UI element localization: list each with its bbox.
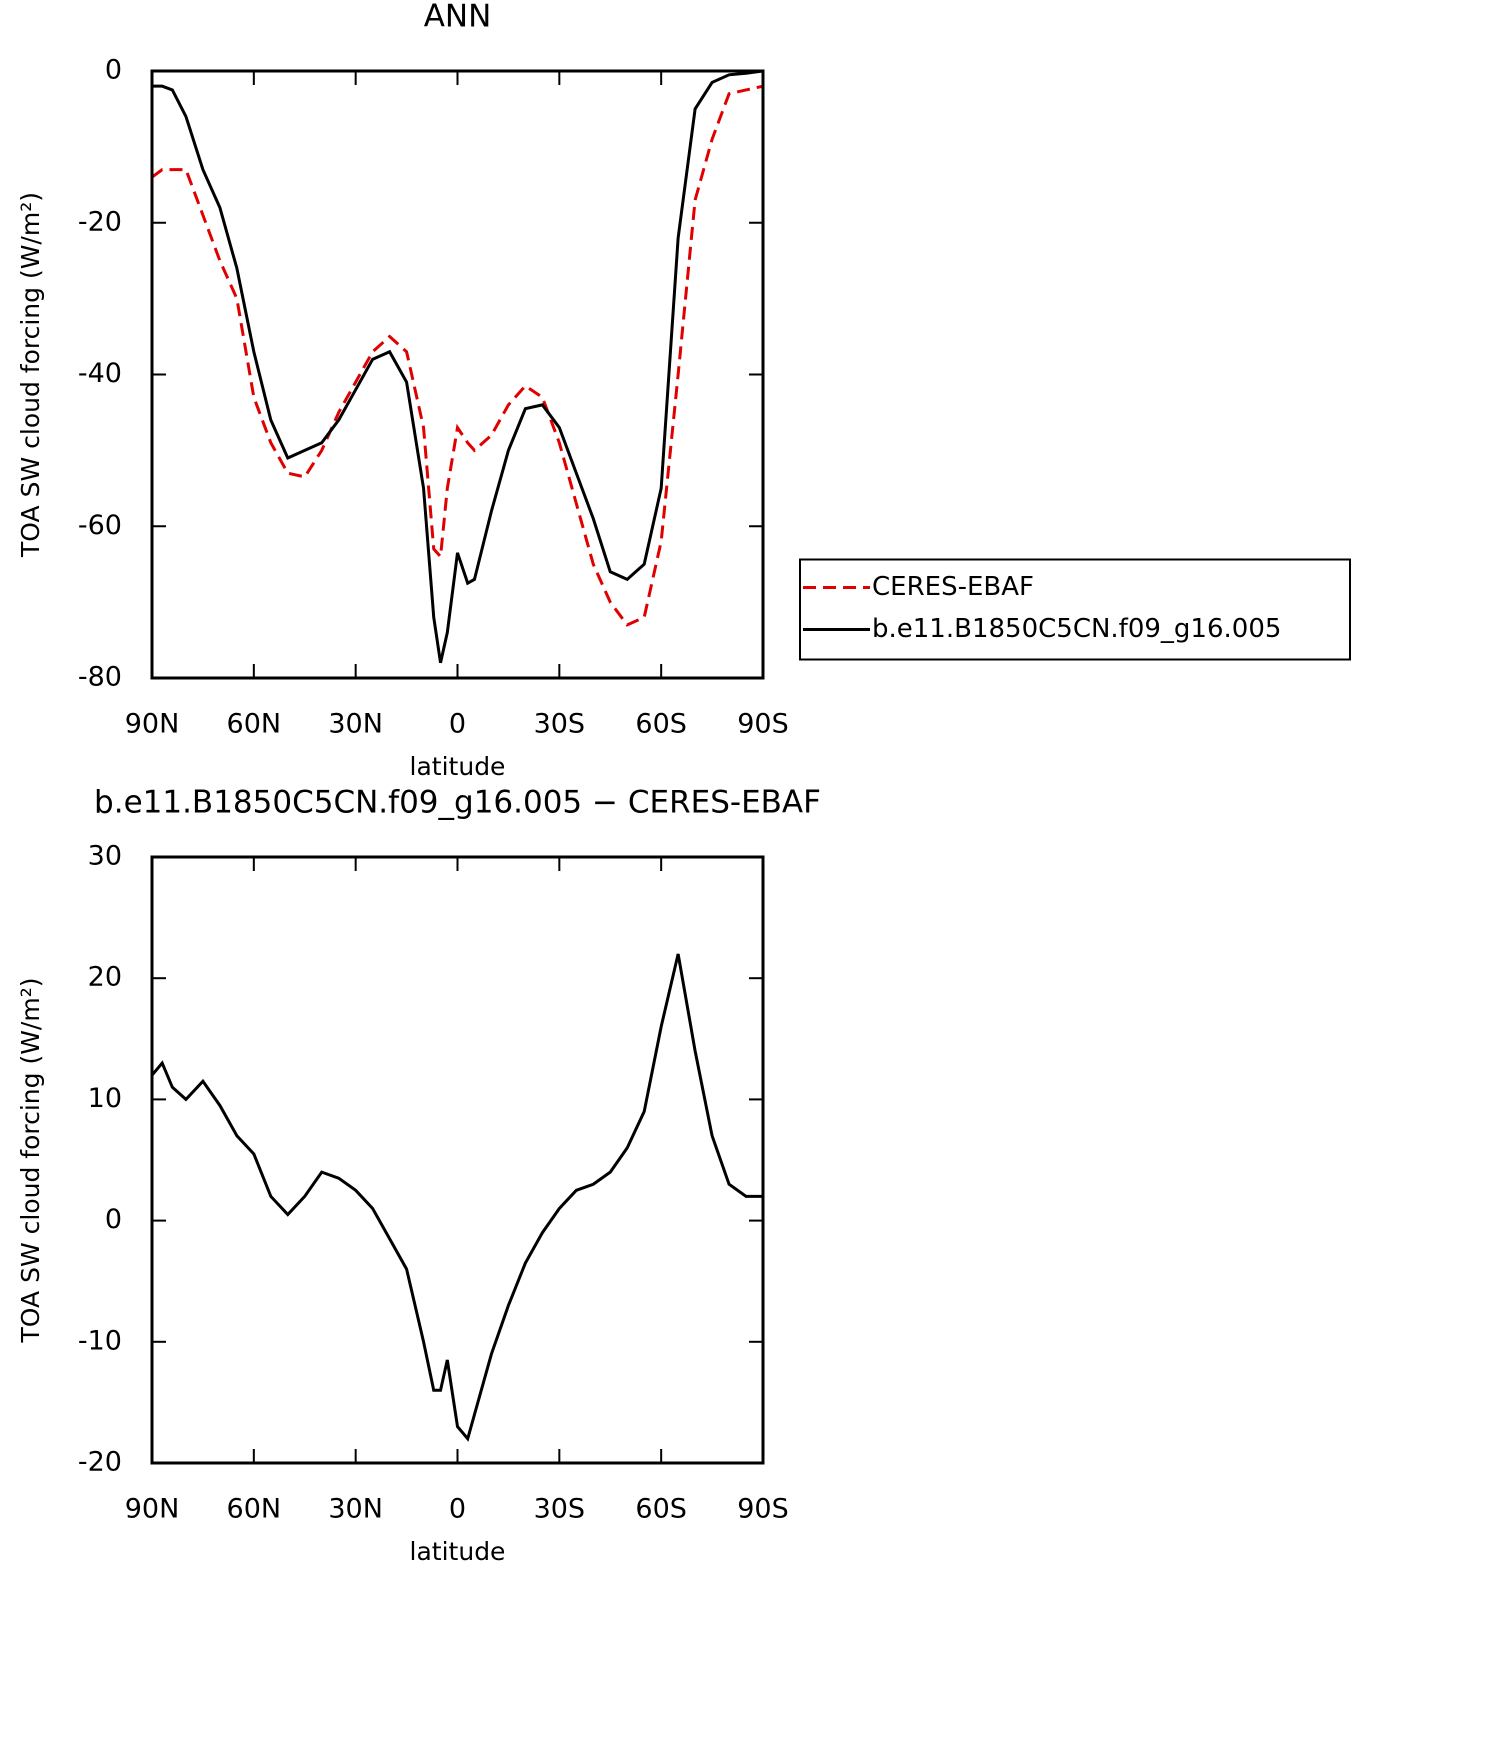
y-tick-label: -20 [78,206,122,237]
y-tick-label: -80 [78,662,122,693]
y-tick-label: -60 [78,510,122,541]
y-tick-label: 0 [105,55,122,86]
y-tick-label: -10 [78,1325,122,1356]
x-tick-label: 60S [635,1494,687,1525]
legend-label: CERES-EBAF [872,572,1034,602]
data-line [150,953,763,1442]
x-tick-label: 90N [125,709,180,740]
x-axis-label: latitude [410,752,506,781]
x-tick-label: 60S [635,709,687,740]
y-tick-label: 0 [105,1204,122,1235]
x-tick-label: 30S [534,1494,586,1525]
x-tick-label: 30N [328,709,383,740]
x-tick-label: 60N [227,709,282,740]
legend-box [799,558,1351,661]
x-tick-label: 90N [125,1494,180,1525]
x-tick-label: 30S [534,709,586,740]
y-tick-label: 30 [88,841,122,872]
plot-frame [150,855,765,1465]
chart-title: b.e11.B1850C5CN.f09_g16.005 − CERES-EBAF [94,785,821,821]
chart-title: ANN [424,0,492,35]
plot-frame [150,69,765,680]
x-axis-label: latitude [410,1537,506,1566]
data-line [151,84,764,627]
y-axis-label: TOA SW cloud forcing (W/m²) [16,192,45,558]
y-axis-label: TOA SW cloud forcing (W/m²) [16,978,45,1344]
x-tick-label: 30N [328,1494,383,1525]
legend-label: b.e11.B1850C5CN.f09_g16.005 [872,614,1281,644]
y-tick-label: -40 [78,358,122,389]
y-tick-label: 10 [88,1083,122,1114]
y-tick-label: 20 [88,962,122,993]
x-tick-label: 90S [737,1494,789,1525]
x-tick-label: 0 [449,1494,466,1525]
x-tick-label: 90S [737,709,789,740]
x-tick-label: 0 [449,709,466,740]
x-tick-label: 60N [227,1494,282,1525]
data-line [152,69,764,664]
y-tick-label: -20 [78,1447,122,1478]
